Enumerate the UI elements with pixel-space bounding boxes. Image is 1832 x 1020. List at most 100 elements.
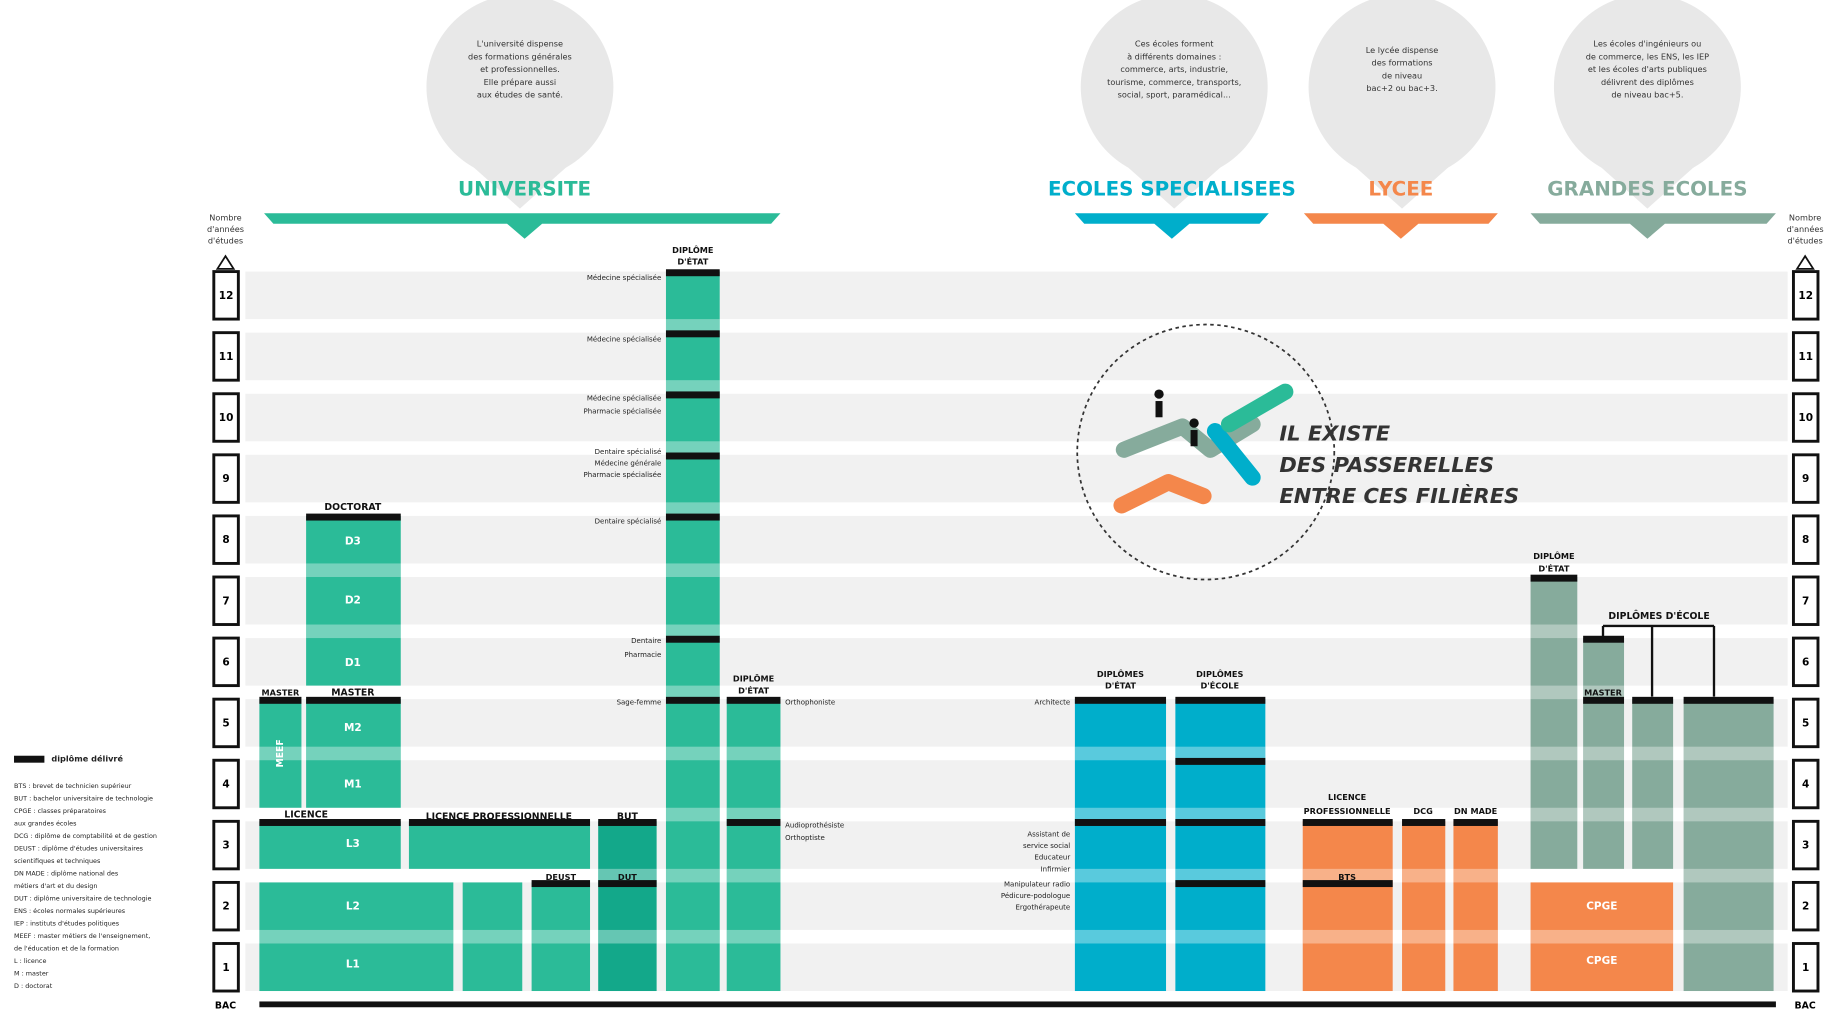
- pathway-note: Sage-femme: [617, 698, 662, 706]
- row-gap: [1632, 747, 1673, 761]
- diploma-bar: [259, 819, 400, 826]
- bubble-text: Elle prépare aussi: [484, 77, 557, 87]
- row-gap: [1531, 747, 1578, 761]
- year-label: 5: [1802, 718, 1809, 730]
- pathway-label: LICENCE: [1328, 792, 1366, 802]
- bubble-text: Le lycée dispense: [1366, 45, 1439, 55]
- year-label: 8: [222, 534, 229, 546]
- pathway-note: Architecte: [1035, 698, 1071, 706]
- year-label: 9: [1802, 473, 1809, 485]
- section-title: UNIVERSITE: [458, 178, 591, 201]
- year-label: 7: [222, 595, 229, 607]
- diploma-bar: [1075, 819, 1166, 826]
- pathway-label: CPGE: [1586, 900, 1617, 912]
- year-label: 2: [222, 901, 229, 913]
- diploma-bar: [1175, 758, 1265, 765]
- passerelles-text: ENTRE CES FILIÈRES: [1279, 483, 1519, 508]
- legend-item: aux grandes écoles: [14, 819, 77, 827]
- axis-arrow: [1797, 256, 1813, 269]
- row-gap: [1453, 869, 1497, 883]
- legend-item: L : licence: [14, 957, 46, 965]
- legend-item: métiers d'art et du design: [14, 882, 97, 890]
- pathway-label: DCG: [1413, 806, 1433, 816]
- pathway-note: Pédicure-podologue: [1001, 892, 1070, 900]
- row-gap: [1402, 930, 1445, 944]
- pathway-note: Infirmier: [1041, 865, 1071, 873]
- bubble-text: à différents domaines :: [1127, 51, 1221, 61]
- row-gap: [1075, 930, 1166, 944]
- legend-item: ENS : écoles normales supérieures: [14, 907, 126, 915]
- pathway-label: DEUST: [546, 872, 577, 882]
- diploma-bar: [666, 269, 720, 276]
- row-gap: [1075, 747, 1166, 761]
- bubble-text: et professionnelles.: [480, 64, 560, 74]
- pathway-label: PROFESSIONNELLE: [1304, 806, 1391, 816]
- pathway-block: [598, 821, 656, 991]
- person-icon: [1191, 430, 1198, 446]
- pathway-label: DN MADE: [1454, 806, 1497, 816]
- axis-caption: d'études: [208, 236, 243, 246]
- pathway-label: D'ÉTAT: [1538, 563, 1569, 574]
- pathway-block: [1175, 699, 1265, 991]
- year-label: 5: [222, 718, 229, 730]
- pathway-label: D'ÉTAT: [1105, 680, 1136, 691]
- year-label: 1: [1802, 962, 1809, 974]
- row-gap: [666, 930, 720, 944]
- axis-caption: d'études: [1787, 236, 1822, 246]
- diploma-bar: [666, 330, 720, 337]
- pathway-label: DIPLÔME: [672, 244, 713, 255]
- row-gap: [306, 625, 401, 639]
- pathway-label: D'ÉCOLE: [1201, 680, 1240, 691]
- row-gap: [1402, 869, 1445, 883]
- pathway-note: Dentaire: [631, 637, 661, 645]
- pathway-label: D'ÉTAT: [677, 255, 708, 266]
- axis-caption: Nombre: [1789, 212, 1821, 222]
- pathway-block: [1632, 699, 1673, 869]
- pathway-note: Orthophoniste: [785, 698, 835, 706]
- section-title: GRANDES ECOLES: [1547, 178, 1747, 201]
- bubble-text: des formations générales: [468, 51, 572, 61]
- row-gap: [1684, 808, 1774, 822]
- year-label: 4: [222, 779, 229, 791]
- person-icon: [1154, 389, 1163, 398]
- row-gap: [666, 563, 720, 577]
- pathway-label: M1: [344, 779, 362, 791]
- row-gap: [666, 747, 720, 761]
- row-gap: [1303, 930, 1393, 944]
- pathway-note: Educateur: [1034, 854, 1070, 862]
- diploma-bar: [306, 514, 401, 521]
- person-icon: [1189, 418, 1198, 427]
- pathway-label: D1: [345, 657, 361, 669]
- pathway-block: [1075, 699, 1166, 991]
- diploma-bar: [259, 697, 301, 704]
- year-band: [245, 394, 1787, 442]
- legend-item: BUT : bachelor universitaire de technolo…: [14, 794, 153, 802]
- pathway-block: [1684, 699, 1774, 991]
- legend-item: BTS : brevet de technicien supérieur: [14, 782, 132, 790]
- year-label: 7: [1802, 595, 1809, 607]
- row-gap: [463, 930, 523, 944]
- diploma-bar: [1175, 697, 1265, 704]
- legend-item: DCG : diplôme de comptabilité et de gest…: [14, 832, 157, 840]
- pathway-note: Assistant de: [1027, 831, 1070, 839]
- legend-item: DEUST : diplôme d'études universitaires: [14, 844, 144, 852]
- diploma-bar: [666, 391, 720, 398]
- section-title: LYCEE: [1368, 178, 1433, 201]
- year-label: 9: [222, 473, 229, 485]
- pathway-block: [259, 821, 400, 869]
- pathway-label: DIPLÔMES D'ÉCOLE: [1608, 610, 1709, 622]
- pathway-note: Orthoptiste: [785, 834, 825, 842]
- bubble-text: social, sport, paramédical...: [1118, 90, 1231, 100]
- legend-item: scientifiques et techniques: [14, 857, 101, 865]
- year-band: [245, 455, 1787, 503]
- bubble-text: Ces écoles forment: [1135, 39, 1214, 49]
- year-label: 3: [222, 840, 229, 852]
- baseline-label: BAC: [215, 1001, 236, 1012]
- bubble-text: de niveau bac+5.: [1611, 90, 1683, 100]
- pathway-note: Médecine spécialisée: [587, 395, 661, 403]
- row-gap: [1531, 930, 1674, 944]
- pathway-label: DIPLÔMES: [1196, 668, 1243, 679]
- row-gap: [1684, 869, 1774, 883]
- row-gap: [532, 930, 590, 944]
- row-gap: [1531, 625, 1578, 639]
